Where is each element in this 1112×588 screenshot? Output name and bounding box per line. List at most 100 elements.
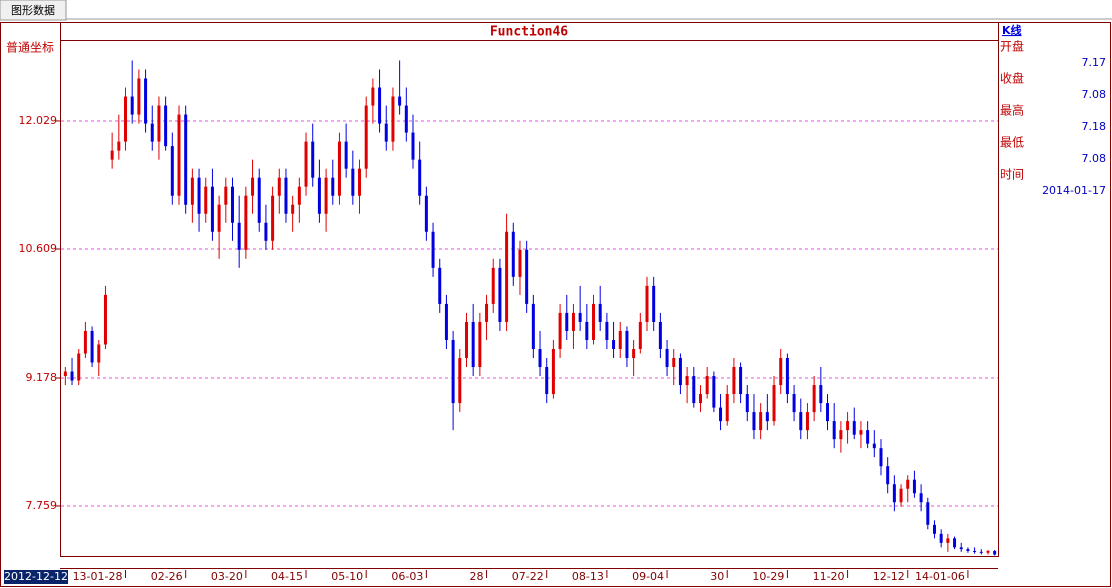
candle-body xyxy=(63,371,67,377)
candle-body xyxy=(224,186,228,205)
tab[interactable] xyxy=(0,0,67,21)
candle-body xyxy=(652,285,656,322)
candle-body xyxy=(411,132,415,160)
candle-body xyxy=(351,168,355,196)
candle-body xyxy=(658,321,662,349)
candle-body xyxy=(939,533,943,543)
x-tick-label: 30 xyxy=(710,570,724,583)
candle-body xyxy=(518,249,522,277)
candle-body xyxy=(953,538,957,548)
candle-body xyxy=(725,394,729,422)
candle-body xyxy=(792,394,796,413)
candle-body xyxy=(638,321,642,349)
candle-body xyxy=(177,114,181,196)
candle-body xyxy=(752,412,756,431)
candle-body xyxy=(90,330,94,363)
candle-body xyxy=(271,195,275,241)
candle-body xyxy=(785,358,789,395)
candle-body xyxy=(565,312,569,331)
candle-body xyxy=(498,267,502,322)
x-tick-label: 05-10 xyxy=(331,570,363,583)
candle-body xyxy=(678,358,682,386)
candle-body xyxy=(926,502,930,525)
candle-body xyxy=(993,550,997,555)
candle-body xyxy=(932,524,936,534)
candle-body xyxy=(979,551,983,553)
candle-body xyxy=(324,177,328,214)
candle-body xyxy=(826,403,830,422)
tab-label[interactable]: 图形数据 xyxy=(11,3,55,17)
candle-body xyxy=(571,312,575,331)
candle-body xyxy=(705,376,709,395)
info-label: 收盘 xyxy=(1000,71,1024,86)
candle-body xyxy=(859,430,863,435)
candle-body xyxy=(297,186,301,205)
candle-body xyxy=(852,421,856,435)
candle-body xyxy=(164,105,168,147)
candle-body xyxy=(485,303,489,322)
candle-body xyxy=(184,114,188,205)
candle-body xyxy=(344,141,348,169)
info-value: 7.17 xyxy=(1082,56,1107,69)
x-tick-label: 03-20 xyxy=(211,570,243,583)
info-value: 7.08 xyxy=(1082,152,1107,165)
candle-body xyxy=(404,105,408,133)
candle-body xyxy=(438,267,442,304)
x-label-highlight xyxy=(4,570,68,584)
candle-body xyxy=(284,177,288,214)
candle-body xyxy=(739,367,743,395)
x-tick-label: 12-12 xyxy=(873,570,905,583)
candle-body xyxy=(592,303,596,340)
candle-body xyxy=(973,550,977,552)
candle-body xyxy=(912,479,916,494)
x-tick-label: 07-22 xyxy=(512,570,544,583)
candle-body xyxy=(244,195,248,250)
candle-body xyxy=(491,267,495,304)
candle-body xyxy=(364,105,368,169)
y-tick-label: 7.759 xyxy=(26,499,58,512)
candle-body xyxy=(959,547,963,550)
x-tick-label: 2012-12-12 xyxy=(4,570,68,583)
x-tick-label: 10-29 xyxy=(752,570,784,583)
candle-body xyxy=(70,371,74,381)
x-tick-label: 04-15 xyxy=(271,570,303,583)
y-tick-label: 12.029 xyxy=(19,114,58,127)
candle-body xyxy=(732,367,736,395)
candle-body xyxy=(110,150,114,160)
candle-body xyxy=(204,186,208,214)
info-value: 7.18 xyxy=(1082,120,1107,133)
candle-body xyxy=(97,344,101,363)
candle-body xyxy=(150,123,154,142)
candle-body xyxy=(317,177,321,214)
candle-body xyxy=(471,321,475,368)
info-value: 2014-01-17 xyxy=(1042,184,1106,197)
candle-body xyxy=(144,78,148,124)
x-tick-label: 08-13 xyxy=(572,570,604,583)
candle-body xyxy=(538,348,542,368)
candle-body xyxy=(444,303,448,340)
candle-body xyxy=(291,204,295,214)
info-label: 最高 xyxy=(1000,103,1024,118)
candle-body xyxy=(839,430,843,440)
candle-body xyxy=(605,321,609,340)
candle-body xyxy=(772,385,776,422)
y-tick-label: 9.178 xyxy=(26,371,58,384)
candle-body xyxy=(759,412,763,431)
candle-body xyxy=(137,78,141,115)
candle-body xyxy=(799,412,803,431)
candle-body xyxy=(384,123,388,142)
candle-body xyxy=(892,484,896,503)
candle-body xyxy=(451,339,455,404)
y-tick-label: 10.609 xyxy=(19,242,58,255)
candle-body xyxy=(946,538,950,543)
candle-body xyxy=(525,249,529,304)
x-tick-label: 06-03 xyxy=(391,570,423,583)
x-tick-label: 09-04 xyxy=(632,570,664,583)
candle-body xyxy=(83,330,87,354)
candle-body xyxy=(866,430,870,444)
candle-body xyxy=(745,394,749,413)
candle-body xyxy=(157,105,161,142)
candle-body xyxy=(190,177,194,205)
